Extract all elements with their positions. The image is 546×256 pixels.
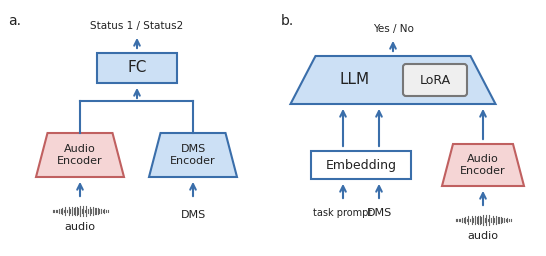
Text: Audio
Encoder: Audio Encoder [57, 144, 103, 166]
Text: Yes / No: Yes / No [372, 24, 413, 34]
Polygon shape [36, 133, 124, 177]
Text: Audio
Encoder: Audio Encoder [460, 154, 506, 176]
Text: Embedding: Embedding [325, 158, 396, 172]
Text: task prompt: task prompt [313, 208, 372, 218]
Bar [311, 151, 411, 179]
Polygon shape [290, 56, 496, 104]
Text: audio: audio [64, 222, 96, 232]
Text: a.: a. [8, 14, 21, 28]
Text: DMS: DMS [180, 210, 206, 220]
Text: DMS: DMS [366, 208, 391, 218]
FancyBboxPatch shape [403, 64, 467, 96]
Text: DMS
Encoder: DMS Encoder [170, 144, 216, 166]
Text: audio: audio [467, 231, 498, 241]
Bar [97, 53, 177, 83]
Polygon shape [442, 144, 524, 186]
Text: Status 1 / Status2: Status 1 / Status2 [91, 21, 183, 31]
Polygon shape [149, 133, 237, 177]
Text: b.: b. [281, 14, 294, 28]
Text: FC: FC [127, 60, 147, 76]
Text: LLM: LLM [340, 72, 370, 88]
Text: LoRA: LoRA [419, 73, 450, 87]
